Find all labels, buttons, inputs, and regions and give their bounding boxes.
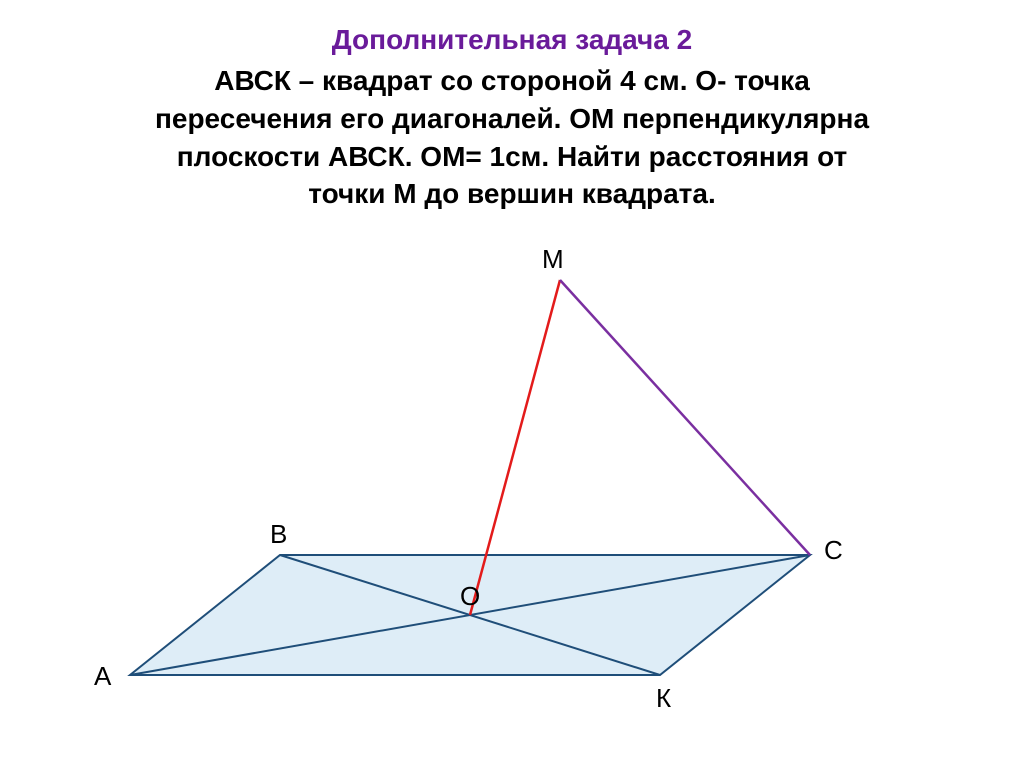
label-c: С <box>824 535 843 566</box>
label-o: О <box>460 581 480 612</box>
label-a: А <box>94 661 111 692</box>
label-b: В <box>270 519 287 550</box>
segment-mc <box>560 280 810 555</box>
geometry-diagram <box>0 0 1024 768</box>
label-m: М <box>542 244 564 275</box>
label-k: К <box>656 683 671 714</box>
